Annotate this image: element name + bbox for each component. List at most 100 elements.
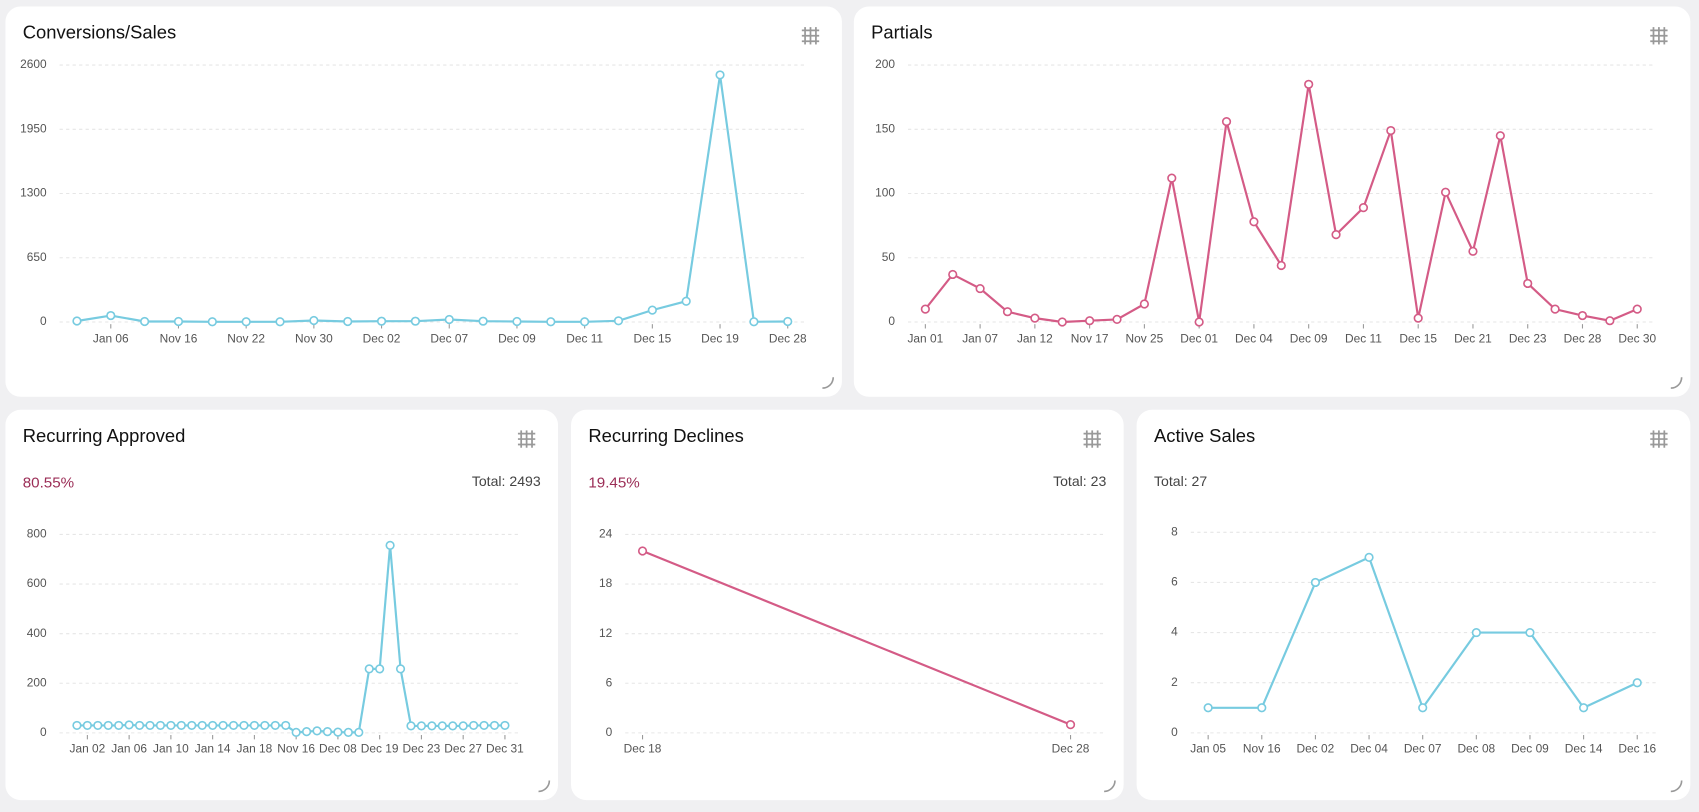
data-point bbox=[124, 720, 134, 730]
grid-icon[interactable] bbox=[1083, 430, 1101, 448]
grid-icon[interactable] bbox=[801, 27, 820, 45]
x-tick-label: Dec 08 bbox=[319, 741, 357, 755]
data-point bbox=[1112, 314, 1122, 325]
resize-handle bbox=[1104, 780, 1116, 793]
x-tick-label: Dec 07 bbox=[430, 331, 468, 345]
y-tick-label: 400 bbox=[27, 626, 47, 640]
y-tick-label: 1300 bbox=[20, 186, 47, 200]
data-point bbox=[364, 664, 374, 674]
x-tick-label: Jan 14 bbox=[195, 741, 231, 755]
y-tick-label: 150 bbox=[875, 121, 895, 135]
x-tick-label: Nov 22 bbox=[227, 331, 265, 345]
data-point bbox=[249, 720, 260, 731]
resize-handle bbox=[1670, 780, 1683, 793]
x-tick-label: Dec 11 bbox=[566, 331, 603, 345]
x-tick-label: Dec 08 bbox=[1457, 741, 1495, 755]
data-point bbox=[82, 720, 92, 731]
data-point bbox=[448, 721, 458, 731]
card bbox=[5, 409, 559, 801]
data-point bbox=[479, 720, 489, 731]
data-point bbox=[1194, 317, 1204, 327]
data-point bbox=[1304, 79, 1314, 89]
data-point bbox=[1632, 304, 1642, 314]
data-point bbox=[478, 316, 488, 326]
data-point bbox=[406, 721, 416, 731]
x-tick-label: Jan 10 bbox=[153, 741, 189, 755]
rate-label: 80.55% bbox=[23, 475, 74, 492]
data-point bbox=[1471, 627, 1481, 638]
data-point bbox=[1221, 116, 1232, 127]
y-tick-label: 6 bbox=[606, 675, 613, 689]
data-point bbox=[715, 70, 725, 80]
data-point bbox=[260, 720, 270, 731]
data-point bbox=[241, 317, 251, 327]
data-point bbox=[333, 727, 343, 737]
data-point bbox=[322, 727, 333, 737]
card-title: Recurring Declines bbox=[588, 425, 743, 446]
y-tick-label: 24 bbox=[599, 527, 613, 541]
x-tick-label: Nov 30 bbox=[295, 331, 333, 345]
data-point bbox=[469, 720, 479, 731]
x-tick-label: Dec 28 bbox=[769, 331, 807, 345]
data-point bbox=[1002, 307, 1013, 317]
data-point bbox=[1413, 313, 1423, 323]
grid-icon[interactable] bbox=[1650, 27, 1668, 45]
data-point bbox=[218, 720, 228, 731]
x-tick-label: Dec 09 bbox=[1290, 331, 1328, 345]
data-point bbox=[239, 720, 249, 731]
x-tick-label: Jan 18 bbox=[237, 741, 273, 755]
x-tick-label: Dec 16 bbox=[1618, 741, 1656, 755]
data-point bbox=[1331, 230, 1341, 240]
x-tick-label: Dec 07 bbox=[1404, 741, 1442, 755]
y-tick-label: 100 bbox=[875, 186, 895, 200]
grid-icon[interactable] bbox=[1650, 430, 1668, 448]
x-tick-label: Dec 23 bbox=[1509, 331, 1547, 345]
data-point bbox=[489, 720, 500, 731]
data-point bbox=[270, 720, 280, 731]
data-point bbox=[444, 314, 454, 325]
x-tick-label: Dec 04 bbox=[1235, 331, 1273, 345]
data-point bbox=[173, 316, 184, 327]
y-tick-label: 0 bbox=[40, 725, 47, 739]
data-point bbox=[72, 316, 82, 326]
data-point bbox=[1139, 299, 1149, 309]
x-tick-label: Dec 18 bbox=[624, 741, 662, 755]
y-tick-label: 0 bbox=[1171, 725, 1178, 739]
y-tick-label: 200 bbox=[875, 57, 895, 71]
x-tick-label: Jan 06 bbox=[111, 741, 147, 755]
x-tick-label: Dec 01 bbox=[1180, 331, 1218, 345]
data-point bbox=[197, 720, 207, 731]
resize-handle bbox=[1670, 377, 1683, 389]
y-tick-label: 12 bbox=[599, 626, 613, 640]
x-tick-label: Dec 09 bbox=[1511, 741, 1549, 755]
data-point bbox=[1203, 703, 1213, 713]
x-tick-label: Dec 21 bbox=[1454, 331, 1492, 345]
data-point bbox=[106, 310, 116, 321]
y-tick-label: 0 bbox=[606, 725, 613, 739]
data-point bbox=[207, 317, 217, 327]
data-point bbox=[512, 316, 522, 327]
data-point bbox=[1578, 703, 1589, 713]
data-point bbox=[1550, 304, 1560, 314]
data-point bbox=[1167, 173, 1177, 183]
data-point bbox=[291, 727, 301, 737]
x-tick-label: Dec 28 bbox=[1564, 331, 1602, 345]
data-point bbox=[140, 316, 150, 327]
y-tick-label: 8 bbox=[1171, 524, 1178, 538]
data-point bbox=[783, 316, 793, 327]
data-point bbox=[1276, 260, 1286, 271]
data-point bbox=[1057, 317, 1067, 327]
data-point bbox=[1495, 131, 1505, 141]
total-label: Total: 23 bbox=[1053, 473, 1106, 489]
data-point bbox=[1577, 310, 1588, 321]
data-point bbox=[375, 664, 385, 674]
x-tick-label: Dec 14 bbox=[1565, 741, 1603, 755]
grid-icon[interactable] bbox=[517, 430, 536, 448]
x-tick-label: Dec 02 bbox=[1297, 741, 1335, 755]
series-line bbox=[642, 549, 1071, 726]
data-point bbox=[1257, 703, 1267, 713]
x-tick-label: Jan 06 bbox=[93, 331, 129, 345]
x-tick-label: Dec 27 bbox=[444, 741, 482, 755]
data-point bbox=[275, 317, 285, 327]
